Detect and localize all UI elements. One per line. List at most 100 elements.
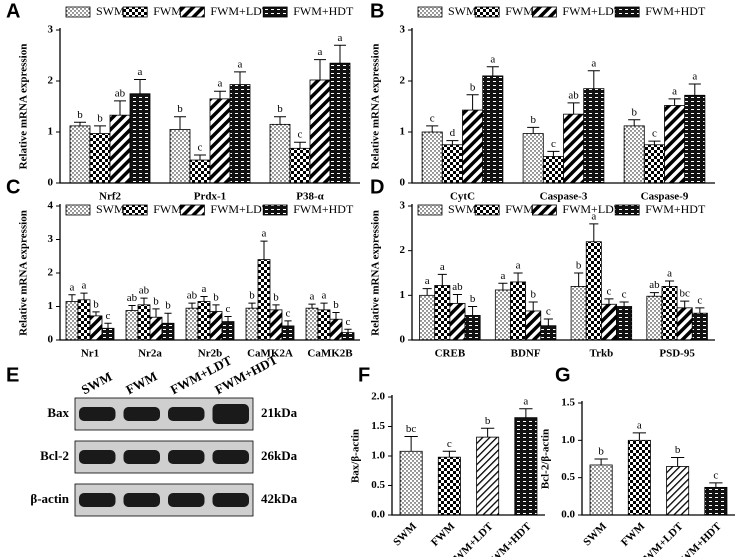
panel-label: D	[370, 176, 384, 198]
significance-label: a	[591, 57, 596, 69]
legend-label: FWM+LDT	[210, 4, 269, 18]
significance-label: c	[298, 129, 303, 141]
x-tick-label: CytC	[450, 191, 475, 203]
y-axis-label: Bax/β-actin	[350, 429, 362, 483]
bar	[441, 144, 463, 184]
size-label: 26kDa	[261, 448, 298, 463]
error-bar	[334, 44, 346, 64]
significance-label: c	[607, 285, 612, 297]
error-bar	[422, 288, 432, 296]
bar	[189, 159, 211, 184]
significance-label: c	[286, 307, 291, 319]
panel-label: E	[6, 364, 19, 386]
bar	[449, 302, 466, 341]
bar	[101, 327, 115, 341]
bar	[563, 113, 585, 184]
y-tick-label: 1	[400, 289, 406, 301]
legend-swatch	[417, 204, 443, 216]
error-bar	[134, 78, 146, 94]
error-bar	[527, 126, 540, 134]
error-bar	[446, 140, 459, 145]
bar	[89, 133, 111, 184]
significance-label: c	[622, 289, 627, 301]
bar	[585, 241, 602, 341]
legend-label: FWM+LDT	[210, 202, 269, 216]
error-bar	[248, 302, 256, 309]
error-bar	[284, 320, 292, 326]
error-bar	[308, 303, 316, 309]
row-label: Bax	[47, 405, 69, 420]
significance-label: a	[318, 46, 323, 58]
error-bar	[74, 121, 86, 126]
significance-label: b	[273, 291, 279, 303]
error-bar	[486, 66, 499, 76]
band	[79, 450, 116, 464]
y-tick-label: 2	[48, 75, 54, 87]
legend-swatch	[65, 6, 91, 18]
significance-label: a	[82, 280, 87, 292]
panel-label: A	[6, 0, 20, 22]
bar	[542, 156, 564, 184]
bar	[494, 289, 511, 341]
axes	[411, 28, 715, 184]
legend-swatch	[179, 204, 205, 216]
error-bar	[224, 316, 232, 322]
error-bar	[212, 304, 220, 312]
significance-label: b	[530, 114, 536, 126]
significance-label: a	[591, 210, 596, 222]
bar	[245, 307, 259, 341]
lane-label: SWM	[79, 369, 115, 398]
x-tick-label: Nrf2	[99, 191, 121, 203]
significance-label: a	[490, 53, 495, 65]
bar	[540, 325, 557, 341]
error-bar	[670, 457, 685, 467]
y-tick-label: 0.0	[371, 509, 385, 521]
bar	[289, 147, 311, 184]
band	[168, 450, 205, 464]
legend-swatch	[614, 204, 640, 216]
bar	[269, 123, 291, 184]
error-bar	[94, 125, 106, 134]
significance-label: a	[262, 228, 267, 240]
significance-label: c	[346, 316, 351, 328]
error-bar	[619, 301, 629, 307]
significance-label: c	[430, 112, 435, 124]
error-bar	[594, 458, 608, 465]
bar	[209, 98, 231, 184]
bar	[77, 299, 91, 341]
significance-label: a	[516, 260, 521, 272]
row-label: Bcl-2	[40, 448, 69, 463]
significance-label: c	[106, 310, 111, 322]
error-bar	[452, 293, 462, 304]
bar	[691, 312, 708, 341]
y-axis-label: Relative mRNA expression	[18, 44, 30, 170]
band	[212, 404, 249, 424]
error-bar	[498, 282, 508, 290]
bar	[643, 144, 665, 184]
y-tick-label: 0	[400, 334, 406, 346]
bar	[221, 321, 235, 341]
error-bar	[114, 100, 126, 116]
significance-label: ab	[568, 89, 579, 101]
significance-label: c	[713, 469, 718, 481]
axes	[411, 204, 715, 341]
legend-label: FWM	[505, 4, 534, 18]
error-bar	[543, 318, 553, 326]
bar	[434, 285, 451, 341]
y-tick-label: 0	[400, 177, 406, 189]
x-tick-label: P38-α	[296, 191, 324, 203]
significance-label: a	[440, 261, 445, 273]
significance-label: a	[138, 66, 143, 78]
axes	[59, 204, 360, 341]
significance-label: b	[93, 298, 99, 310]
bar	[666, 466, 690, 516]
band	[123, 450, 160, 464]
band	[212, 493, 249, 507]
bar	[65, 301, 79, 341]
x-tick-label: CaMK2B	[307, 348, 353, 360]
y-tick-label: 2.0	[371, 391, 385, 403]
error-bar	[513, 272, 523, 282]
legend-label: SWM	[96, 4, 125, 18]
y-tick-label: 0.5	[561, 471, 575, 483]
y-tick-label: 1.5	[561, 397, 575, 409]
